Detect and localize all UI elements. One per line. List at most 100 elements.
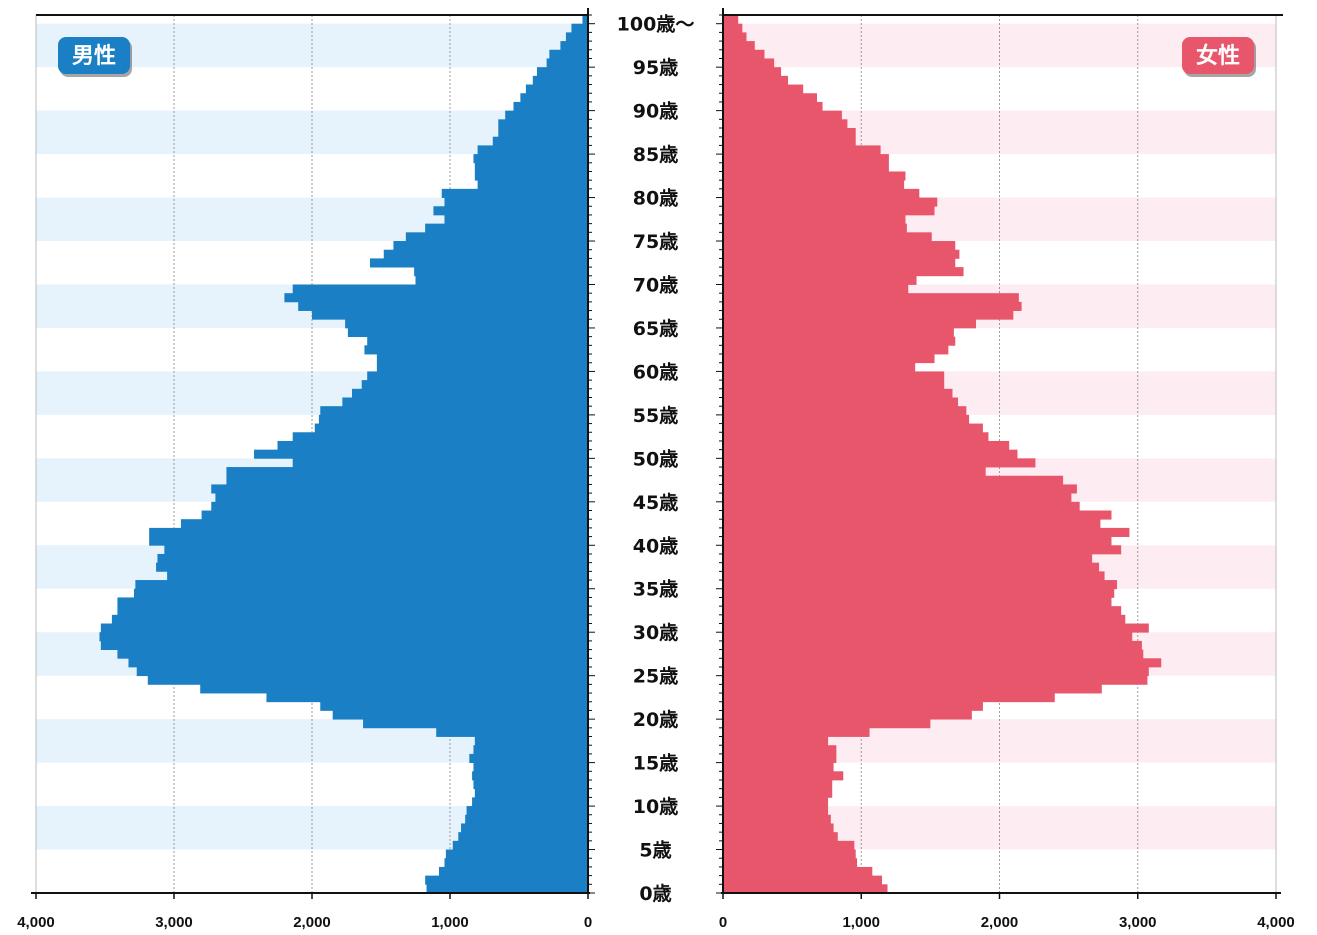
- male-x-tick-label: 3,000: [155, 914, 193, 931]
- male-bar: [364, 345, 588, 355]
- male-x-tick-label: 2,000: [293, 914, 331, 931]
- female-bar: [723, 75, 788, 85]
- age-label: 0歳: [639, 883, 671, 905]
- female-bar: [723, 475, 1064, 485]
- male-bar: [369, 258, 588, 268]
- male-bar: [277, 440, 588, 451]
- female-bar: [723, 136, 856, 146]
- age-label: 25歳: [633, 666, 678, 688]
- female-bar: [723, 232, 932, 242]
- male-bar: [472, 771, 588, 781]
- female-bar: [723, 458, 1036, 468]
- female-bar: [723, 649, 1144, 659]
- male-bar: [342, 397, 588, 407]
- male-bar: [393, 241, 588, 251]
- male-bar: [477, 145, 588, 155]
- male-bar: [536, 67, 588, 77]
- age-label: 20歳: [633, 709, 678, 731]
- female-bar: [723, 553, 1093, 564]
- male-bar: [441, 188, 588, 198]
- female-bar: [723, 866, 873, 877]
- female-bar: [723, 101, 823, 112]
- male-bar: [367, 371, 588, 381]
- male-bar: [445, 849, 588, 859]
- female-bar: [723, 345, 949, 355]
- female-bar: [723, 380, 945, 390]
- female-bar: [723, 145, 881, 155]
- female-bars: [723, 15, 1162, 894]
- female-bar: [723, 119, 848, 129]
- male-x-tick-label: 1,000: [431, 914, 469, 931]
- male-bar: [149, 536, 588, 546]
- age-label: 85歳: [633, 144, 678, 166]
- male-bar: [498, 128, 588, 138]
- male-x-tick-label: 0: [584, 914, 592, 931]
- male-bar: [473, 745, 588, 755]
- male-bar: [117, 597, 589, 607]
- male-bar: [474, 171, 588, 181]
- female-bar: [723, 884, 888, 894]
- male-bar: [211, 501, 588, 511]
- female-x-tick-label: 2,000: [981, 914, 1019, 931]
- female-bar: [723, 675, 1148, 685]
- male-x-tick-label: 4,000: [17, 914, 55, 931]
- female-bar: [723, 623, 1149, 633]
- male-bar: [180, 519, 588, 529]
- female-bar: [723, 362, 916, 372]
- female-bar: [723, 858, 858, 868]
- female-bar: [723, 301, 1022, 311]
- female-bar: [723, 666, 1149, 677]
- female-bar: [723, 632, 1133, 642]
- male-bar: [426, 884, 588, 894]
- male-bar: [284, 293, 588, 303]
- male-bar: [549, 49, 588, 59]
- female-bar: [723, 527, 1130, 537]
- female-bar: [723, 771, 844, 781]
- female-bar: [723, 736, 829, 746]
- female-bar: [723, 275, 917, 285]
- legend-badges: 男性 女性: [58, 37, 1256, 77]
- male-bar: [215, 493, 588, 503]
- male-bar: [117, 649, 589, 659]
- female-bar: [723, 640, 1142, 650]
- age-label: 15歳: [633, 753, 678, 775]
- female-bar: [723, 15, 739, 25]
- female-bar: [723, 875, 882, 885]
- female-bar: [723, 562, 1100, 572]
- age-label: 90歳: [633, 101, 678, 123]
- female-bar: [723, 797, 829, 807]
- male-bar: [164, 545, 588, 555]
- female-bar: [723, 806, 829, 816]
- male-bar: [415, 275, 588, 285]
- female-bar: [723, 110, 842, 120]
- male-badge: [58, 37, 130, 74]
- female-bar: [723, 536, 1112, 546]
- male-bar: [111, 614, 589, 624]
- male-bar: [312, 310, 588, 320]
- male-bar: [458, 832, 588, 842]
- female-bar: [723, 840, 855, 850]
- female-bar: [723, 336, 956, 346]
- male-bar: [465, 814, 588, 824]
- female-bar: [723, 832, 838, 842]
- male-bar: [292, 284, 588, 294]
- male-bar: [100, 623, 589, 633]
- x-axis-tick-labels: 4,000 3,000 2,000 1,000 0 0 1,000 2,000 3,000 4,0…: [17, 914, 1295, 931]
- female-bar: [723, 284, 909, 294]
- male-bar: [376, 362, 588, 372]
- male-bar: [520, 93, 588, 103]
- male-bar: [135, 580, 589, 590]
- female-bar: [723, 49, 765, 59]
- female-bar: [723, 206, 935, 216]
- male-bar: [469, 753, 588, 764]
- male-bar: [201, 510, 588, 520]
- female-bar: [723, 423, 983, 433]
- male-bar: [444, 858, 588, 868]
- male-bar: [560, 41, 588, 51]
- male-bar: [565, 32, 588, 42]
- female-bar: [723, 588, 1115, 598]
- male-bar: [444, 214, 588, 225]
- age-label: 70歳: [633, 274, 678, 296]
- female-bar: [723, 823, 834, 833]
